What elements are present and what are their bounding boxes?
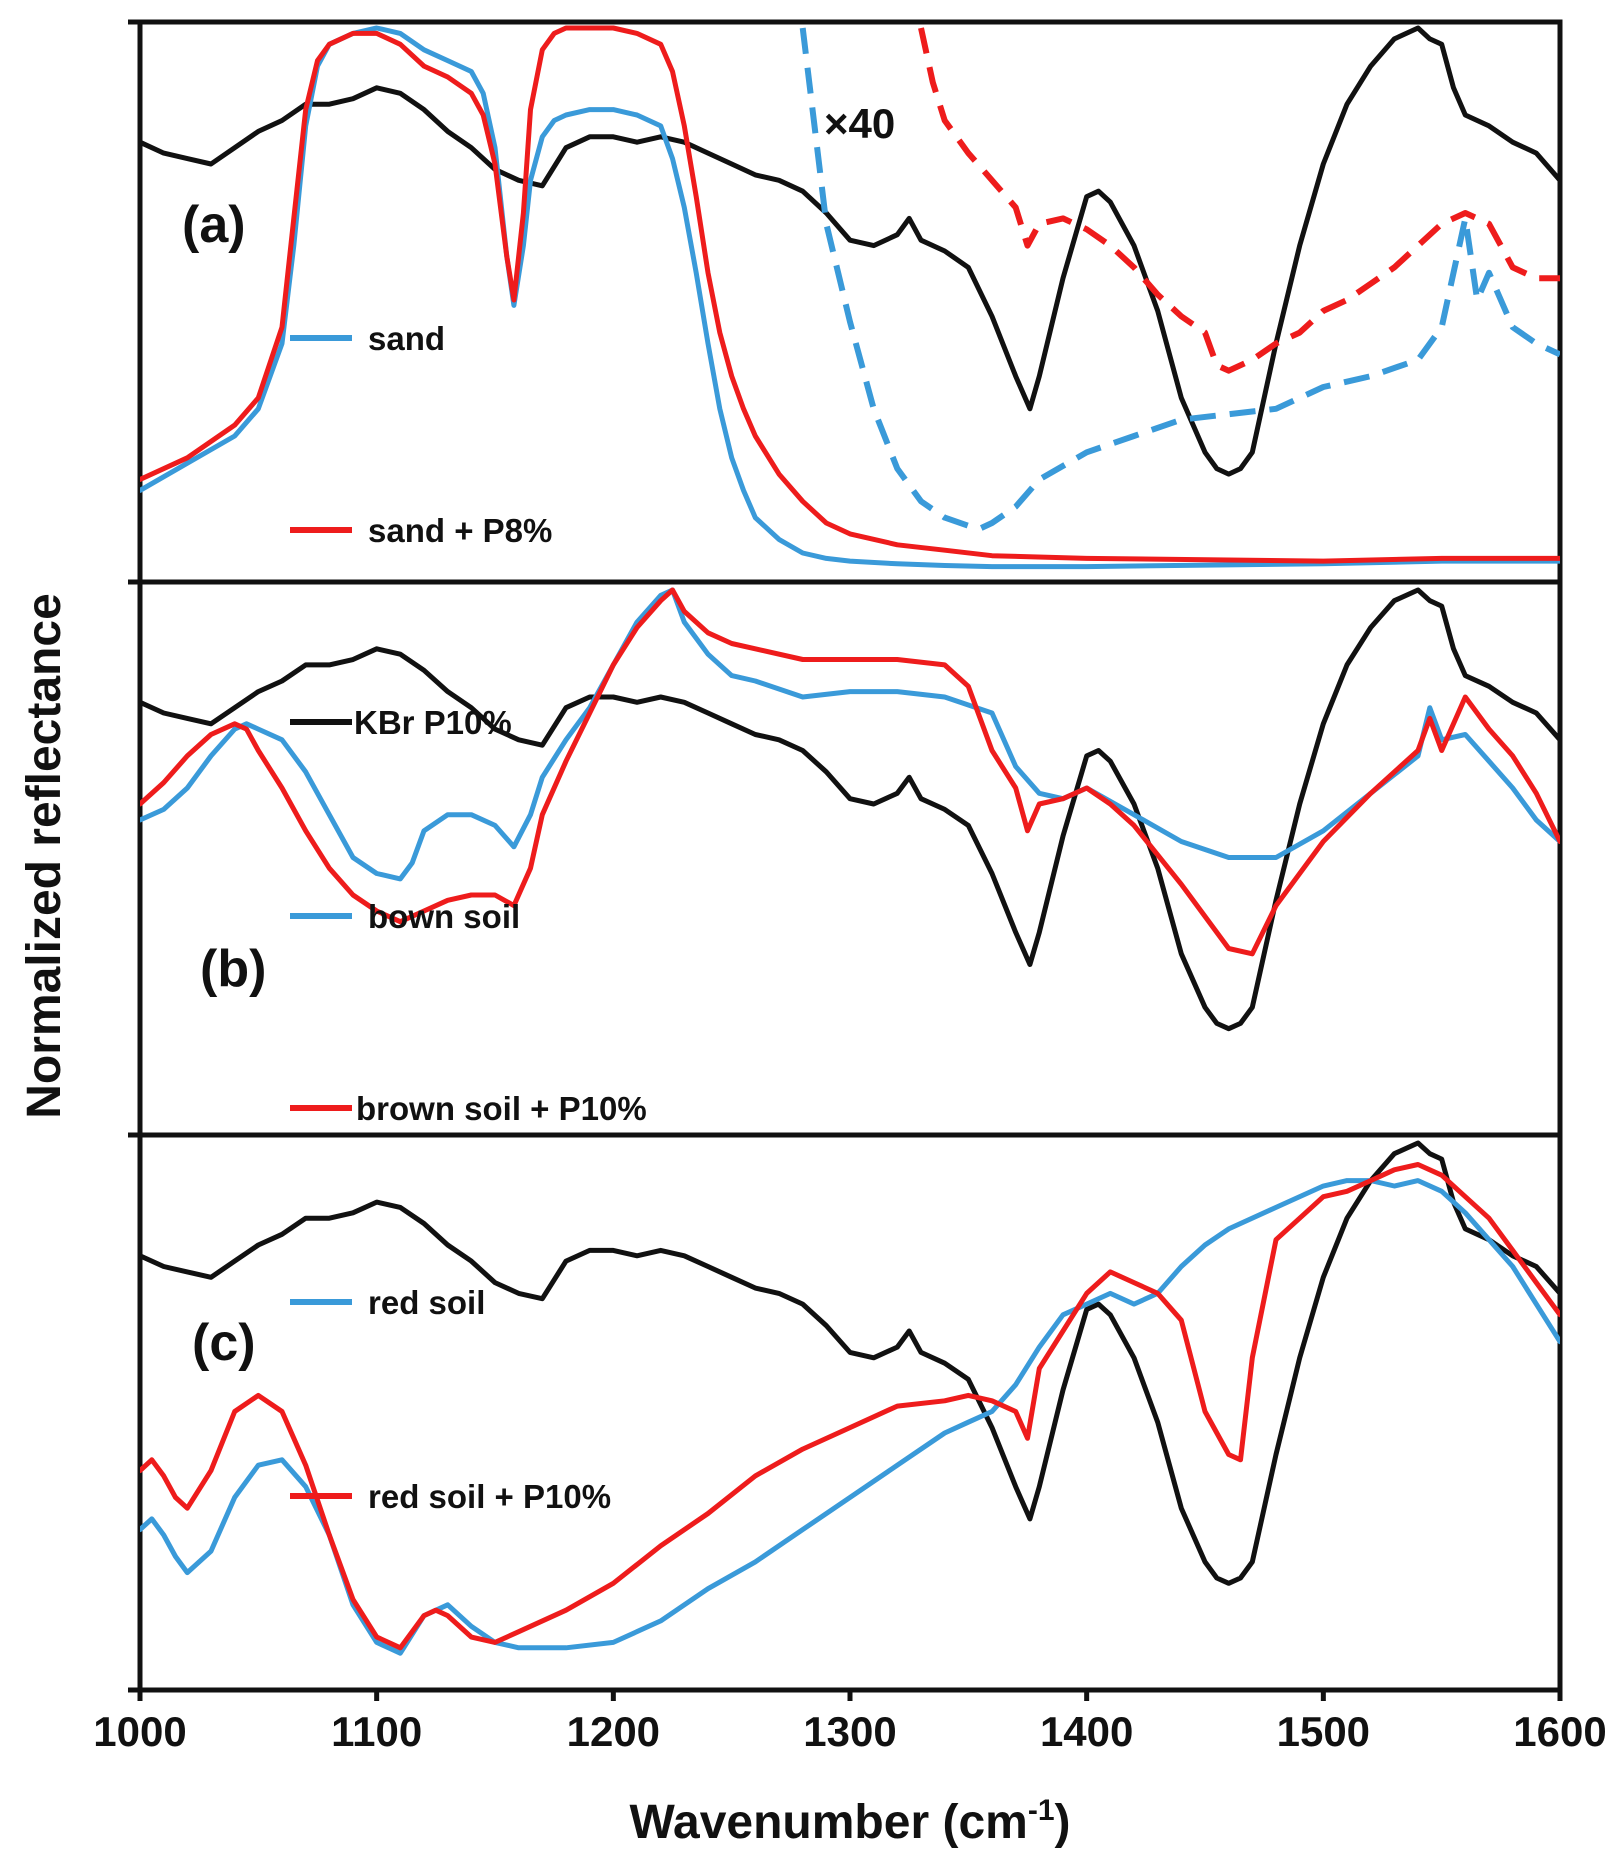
x-tick-label: 1100 — [331, 1708, 422, 1755]
series-line-sand-40-panel-0 — [799, 27, 1560, 532]
x-axis-title: Wavenumber (cm-1) — [630, 1794, 1071, 1849]
legend-label-sand-p8: sand + P8% — [368, 512, 552, 549]
series-line-red-soil-panel-2 — [140, 1178, 1560, 1656]
x-tick-label: 1300 — [803, 1708, 896, 1755]
x-tick-label: 1400 — [1040, 1708, 1133, 1755]
legend-c: red soil red soil + P10% — [290, 1284, 611, 1515]
series-line-sand-p8-40-panel-0 — [918, 27, 1560, 374]
x-axis-title-superscript: -1 — [1028, 1794, 1055, 1827]
legend-a: sand sand + P8% — [290, 320, 552, 549]
panel-c-label: (c) — [192, 1314, 256, 1372]
series-line-bown-soil-panel-1 — [140, 587, 1560, 882]
legend-label-red-soil: red soil — [368, 1284, 485, 1321]
legend-label-kbr: KBr P10% — [354, 704, 512, 741]
legend-label-brown-soil-p10: brown soil + P10% — [356, 1090, 647, 1127]
series-line-brown-soil-p10-panel-1 — [140, 587, 1560, 957]
series-line-kbr-p10-panel-0 — [140, 25, 1560, 477]
y-axis-title: Normalized reflectance — [18, 593, 71, 1119]
legend-label-red-soil-p10: red soil + P10% — [368, 1478, 611, 1515]
legend-b: KBr P10% bown soil brown soil + P10% — [290, 704, 647, 1127]
x-tick-label: 1000 — [93, 1708, 186, 1755]
legend-label-bown-soil: bown soil — [368, 898, 520, 935]
series-line-sand-p8-panel-0 — [140, 25, 1560, 564]
series-line-red-soil-p10-panel-2 — [140, 1162, 1560, 1651]
panel-b-label: (b) — [200, 940, 266, 998]
series-line-kbr-p10-panel-1 — [140, 587, 1560, 1032]
x-axis-tick-labels: 1000 1100 1200 1300 1400 1500 1600 — [93, 1708, 1606, 1755]
x-tick-label: 1500 — [1277, 1708, 1370, 1755]
x-axis-ticks — [137, 1690, 1563, 1701]
x-tick-label: 1200 — [567, 1708, 660, 1755]
x-axis-title-main: Wavenumber (cm — [630, 1796, 1028, 1849]
x-axis-title-close: ) — [1055, 1796, 1071, 1849]
x-tick-label: 1600 — [1513, 1708, 1606, 1755]
scale-annotation: ×40 — [824, 100, 895, 147]
legend-label-sand: sand — [368, 320, 445, 357]
series-layer — [140, 25, 1560, 1656]
series-line-kbr-p10-panel-2 — [140, 1140, 1560, 1586]
panel-a-label: (a) — [182, 196, 246, 254]
